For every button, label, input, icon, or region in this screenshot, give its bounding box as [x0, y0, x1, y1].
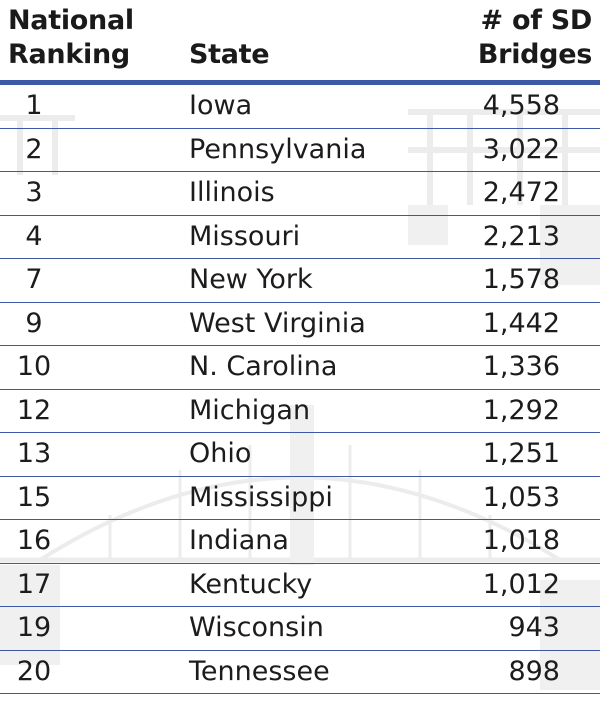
rank-cell: 13 [16, 438, 52, 469]
state-cell: Illinois [189, 177, 275, 208]
bridge-count-cell: 898 [508, 655, 560, 687]
bridge-count-cell: 943 [508, 612, 560, 643]
rank-cell: 2 [25, 133, 43, 165]
bridge-count-cell: 4,558 [482, 90, 560, 121]
bridge-count-cell: 2,472 [482, 177, 560, 208]
rank-cell: 4 [25, 220, 43, 252]
table-row: 16 Indiana 1,018 [0, 520, 600, 564]
bridges-count-column-header: # of SD Bridges [477, 5, 592, 70]
state-cell: Mississippi [189, 481, 333, 513]
state-cell: Kentucky [189, 568, 313, 600]
state-cell: Missouri [189, 220, 301, 252]
ranking-column-header: National Ranking [8, 5, 134, 70]
state-cell: West Virginia [189, 307, 366, 339]
rank-cell: 15 [16, 481, 52, 513]
state-cell: Pennsylvania [189, 133, 367, 165]
rank-cell: 19 [16, 612, 52, 643]
rank-cell: 10 [16, 351, 52, 382]
table-row: 7 New York 1,578 [0, 259, 600, 303]
table-row: 2 Pennsylvania 3,022 [0, 129, 600, 172]
state-cell: Michigan [189, 394, 311, 426]
state-cell: Wisconsin [189, 612, 324, 643]
state-cell: Tennessee [189, 655, 330, 687]
bridge-count-cell: 1,578 [482, 264, 560, 295]
state-cell: Indiana [189, 525, 289, 556]
bridge-count-cell: 1,012 [482, 568, 560, 600]
rank-cell: 7 [25, 264, 43, 295]
bridge-count-cell: 1,292 [482, 394, 560, 426]
bridge-count-cell: 1,336 [482, 351, 560, 382]
state-cell: Iowa [189, 90, 253, 121]
table-row: 9 West Virginia 1,442 [0, 303, 600, 346]
table-body: 1 Iowa 4,558 2 Pennsylvania 3,022 3 Illinois 2,4… [0, 85, 600, 694]
table-row: 17 Kentucky 1,012 [0, 564, 600, 607]
bridge-count-cell: 3,022 [482, 133, 560, 165]
rank-cell: 20 [16, 655, 52, 687]
state-column-header: State [189, 39, 270, 70]
table-row: 19 Wisconsin 943 [0, 607, 600, 651]
rank-cell: 1 [25, 90, 43, 121]
bridge-count-cell: 2,213 [482, 220, 560, 252]
table-row: 10 N. Carolina 1,336 [0, 346, 600, 390]
rank-cell: 17 [16, 568, 52, 600]
bridge-count-cell: 1,251 [482, 438, 560, 469]
state-cell: New York [189, 264, 313, 295]
table-row: 3 Illinois 2,472 [0, 172, 600, 216]
bridge-count-cell: 1,442 [482, 307, 560, 339]
table-row: 13 Ohio 1,251 [0, 433, 600, 477]
table-row: 20 Tennessee 898 [0, 651, 600, 694]
bridge-count-cell: 1,053 [482, 481, 560, 513]
rank-cell: 12 [16, 394, 52, 426]
state-cell: N. Carolina [189, 351, 338, 382]
state-cell: Ohio [189, 438, 252, 469]
table-row: 1 Iowa 4,558 [0, 85, 600, 129]
header-divider [0, 80, 600, 85]
table-row: 15 Mississippi 1,053 [0, 477, 600, 520]
bridge-count-cell: 1,018 [482, 525, 560, 556]
rank-cell: 9 [25, 307, 43, 339]
table-row: 4 Missouri 2,213 [0, 216, 600, 259]
table-header: National Ranking State # of SD Bridges [0, 0, 600, 80]
rank-cell: 16 [16, 525, 52, 556]
table-row: 12 Michigan 1,292 [0, 390, 600, 433]
rank-cell: 3 [25, 177, 43, 208]
